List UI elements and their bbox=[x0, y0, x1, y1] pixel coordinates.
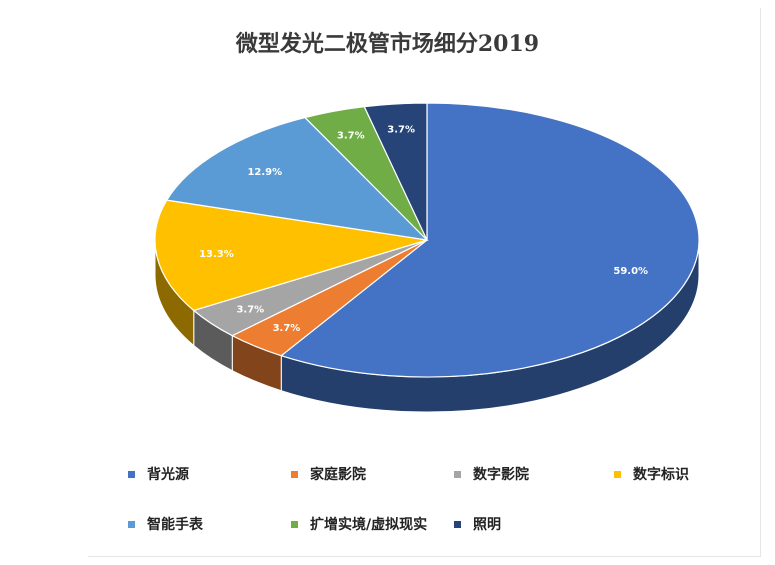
slice-智能手表 bbox=[165, 116, 429, 241]
data-label-3: 13.3% bbox=[199, 249, 234, 260]
data-label-2: 3.7% bbox=[236, 305, 264, 316]
data-label-0: 59.0% bbox=[613, 266, 648, 277]
data-label-5: 3.7% bbox=[337, 130, 365, 141]
slice-数字标识 bbox=[154, 199, 428, 312]
slice-照明 bbox=[363, 102, 428, 241]
data-label-4: 12.9% bbox=[247, 167, 282, 178]
chart-title: 微型发光二极管市场细分2019 bbox=[235, 31, 540, 57]
data-label-6: 3.7% bbox=[387, 124, 415, 135]
slice-背光源 bbox=[279, 102, 700, 378]
data-label-1: 3.7% bbox=[273, 323, 301, 334]
